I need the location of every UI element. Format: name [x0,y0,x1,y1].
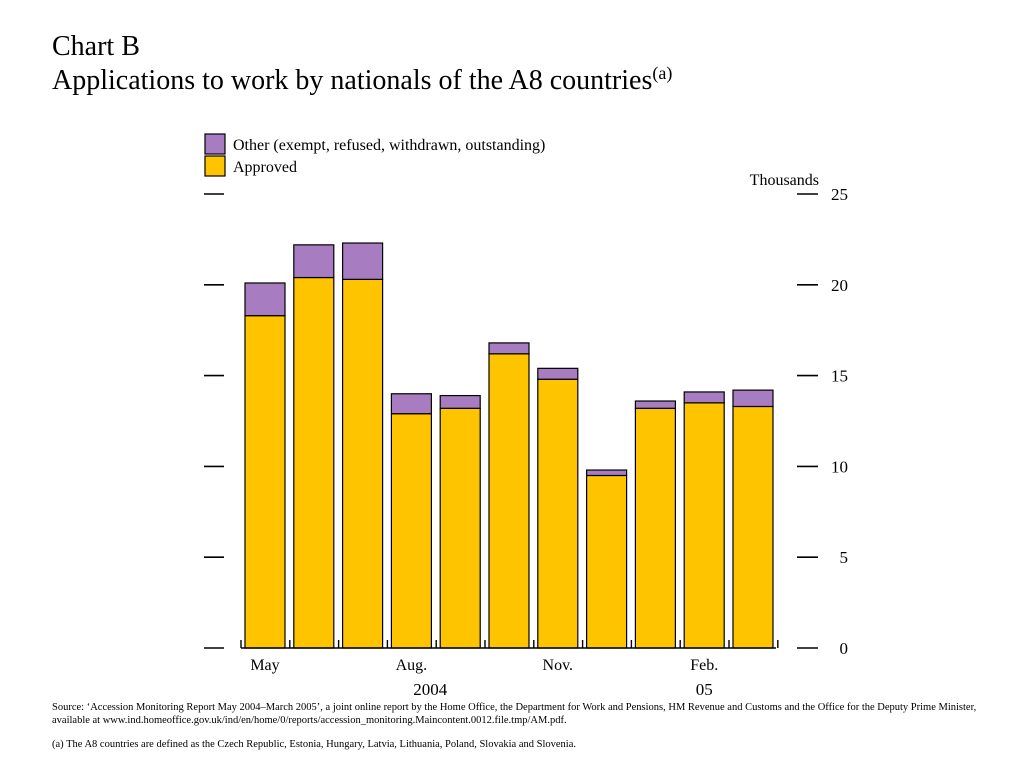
footnote-a: (a) The A8 countries are defined as the … [52,739,576,750]
legend-swatch [204,133,226,155]
y-tick-label: 10 [831,457,848,476]
bar-other [488,342,530,355]
y-tick-label: 25 [831,185,848,204]
bar-approved [342,278,384,649]
bar-other [244,282,286,317]
bar-other [732,389,774,408]
x-year-label: 05 [696,680,713,699]
x-tick-label: Nov. [543,657,574,674]
bar-other [342,242,384,280]
bar-approved [439,407,481,649]
legend-label: Approved [233,159,297,176]
legend-swatch [204,155,226,177]
bar-other [634,400,677,409]
x-year-label: 2004 [413,680,448,699]
bar-approved [488,353,530,649]
y-tick-label: 20 [831,276,848,295]
x-tick-label: May [250,657,279,674]
y-tick-label: 0 [840,639,849,658]
chart-title: Applications to work by nationals of the… [52,64,672,98]
bar-approved [293,276,335,649]
bar-other [293,244,335,279]
bar-approved [585,474,628,649]
chart-label: Chart B [52,31,140,62]
bar-approved [244,315,286,649]
bar-approved [390,413,432,649]
bar-other [585,469,628,477]
y-tick-label: 15 [831,367,848,386]
y-tick-label: 5 [840,548,849,567]
footnotes: Source: ‘Accession Monitoring Report May… [52,701,982,762]
legend-label: Other (exempt, refused, withdrawn, outst… [233,137,545,154]
chart-title-text: Applications to work by nationals of the… [52,65,653,96]
chart-title-block: Chart B Applications to work by national… [52,30,672,98]
x-tick-label: Feb. [690,657,718,674]
bar-approved [537,378,579,649]
y-axis-label: Thousands [750,172,819,189]
bar-other [439,394,481,409]
bar-approved [634,407,677,649]
bar-approved [732,405,774,649]
bar-other [537,367,579,380]
bar-approved [683,402,725,649]
source-note: Source: ‘Accession Monitoring Report May… [52,702,977,726]
bar-other [390,393,432,415]
chart-title-footnote-mark: (a) [652,63,673,83]
bar-other [683,391,725,404]
x-tick-label: Aug. [396,657,428,674]
